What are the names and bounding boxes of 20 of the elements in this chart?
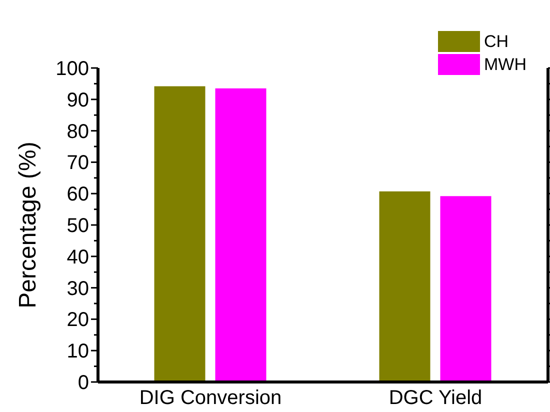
y-tick-label: 20 xyxy=(66,309,89,332)
y-tick-label: 100 xyxy=(56,58,89,80)
y-tick-label: 0 xyxy=(78,372,89,394)
bar xyxy=(154,86,206,382)
legend-label: MWH xyxy=(484,54,526,74)
y-tick-label: 10 xyxy=(66,340,89,363)
legend-label: CH xyxy=(484,32,509,52)
bar xyxy=(215,88,266,382)
bar xyxy=(379,191,430,382)
y-tick-label: 60 xyxy=(66,184,89,206)
y-tick-label: 40 xyxy=(66,246,89,268)
y-tick-label: 90 xyxy=(66,89,89,112)
y-tick-label: 70 xyxy=(66,152,89,174)
bar xyxy=(440,196,492,382)
x-tick-label: DIG Conversion xyxy=(139,387,282,410)
x-tick-label: DGC Yield xyxy=(388,387,482,410)
y-tick-label: 50 xyxy=(66,215,89,237)
y-tick-label: 80 xyxy=(66,120,89,143)
y-axis-title: Percentage (%) xyxy=(14,142,42,308)
y-tick-label: 30 xyxy=(66,278,89,300)
